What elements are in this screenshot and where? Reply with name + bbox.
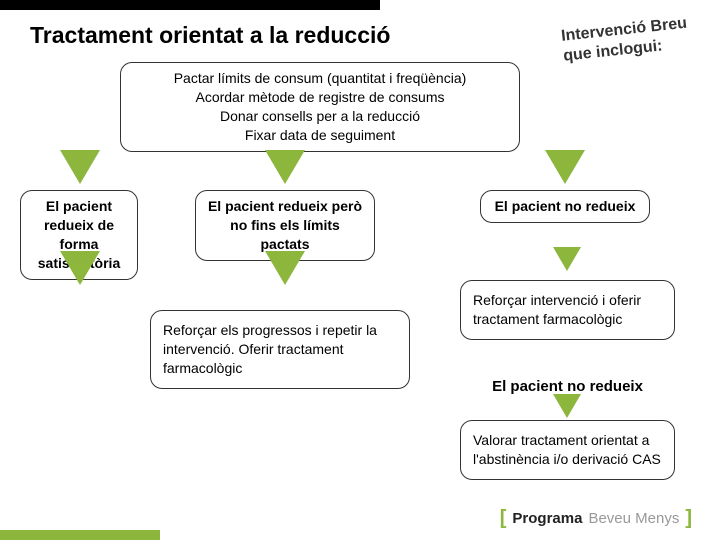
arrow-icon: [545, 150, 585, 184]
arrow-icon: [553, 247, 581, 271]
initial-steps-box: Pactar límits de consum (quantitat i fre…: [120, 62, 520, 152]
bottom-accent-bar: [0, 530, 160, 540]
action-text-b: Reforçar intervenció i oferir tractament…: [473, 292, 641, 327]
outcome-box-none: El pacient no redueix: [480, 190, 650, 223]
initial-line-4: Fixar data de seguiment: [129, 126, 511, 145]
logo-brand: Beveu Menys: [588, 510, 679, 527]
action-text-c: Valorar tractament orientat a l'abstinèn…: [473, 432, 661, 467]
action-text-a: Reforçar els progressos i repetir la int…: [163, 322, 377, 376]
arrow-icon: [553, 394, 581, 418]
annotation-note: Intervenció Breu que inclogui:: [560, 13, 693, 66]
bracket-open: [: [500, 507, 507, 530]
top-accent-bar: [0, 0, 380, 10]
initial-line-2: Acordar mètode de registre de consums: [129, 88, 511, 107]
page-title: Tractament orientat a la reducció: [30, 22, 390, 49]
program-logo: [ Programa Beveu Menys ]: [500, 507, 692, 530]
arrow-icon: [265, 251, 305, 285]
action-box-reinforce: Reforçar els progressos i repetir la int…: [150, 310, 410, 389]
arrow-icon: [265, 150, 305, 184]
arrow-icon: [60, 251, 100, 285]
logo-programa: Programa: [512, 510, 582, 527]
action-box-pharma: Reforçar intervenció i oferir tractament…: [460, 280, 675, 340]
initial-line-3: Donar consells per a la reducció: [129, 107, 511, 126]
arrow-icon: [60, 150, 100, 184]
action-box-abstinence: Valorar tractament orientat a l'abstinèn…: [460, 420, 675, 480]
initial-line-1: Pactar límits de consum (quantitat i fre…: [129, 69, 511, 88]
bracket-close: ]: [685, 507, 692, 530]
